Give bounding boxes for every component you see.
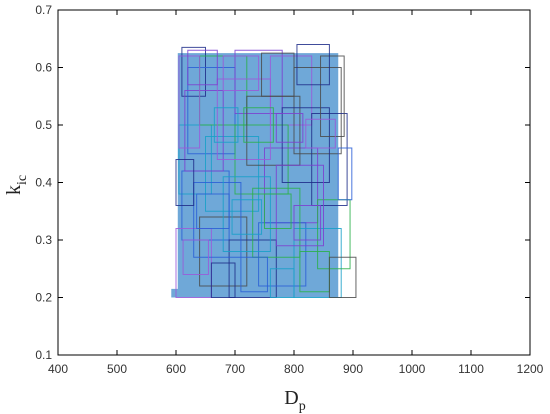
region-box <box>258 222 307 287</box>
region-box <box>193 182 242 258</box>
region-box <box>196 193 230 229</box>
y-tick-label: 0.5 <box>35 118 52 132</box>
y-tick-label: 0.1 <box>35 348 52 362</box>
region-box <box>275 113 304 143</box>
feasible-region <box>171 53 339 298</box>
region-box <box>222 176 271 252</box>
x-tick-label: 500 <box>107 362 127 376</box>
x-tick-label: 1200 <box>517 362 544 376</box>
x-tick-label: 1100 <box>458 362 484 376</box>
region-box <box>216 78 271 160</box>
region-box <box>178 55 201 149</box>
x-tick-label: 400 <box>48 362 68 376</box>
region-box <box>222 55 260 91</box>
x-axis-label: Dp <box>284 387 305 414</box>
plot-area <box>171 44 357 298</box>
region-box <box>317 199 351 270</box>
x-tick-label: 900 <box>343 362 363 376</box>
region-box <box>240 256 268 293</box>
y-axis-label: kic <box>3 175 30 195</box>
y-tick-label: 0.2 <box>35 291 52 305</box>
region-box <box>293 205 322 241</box>
x-tick-label: 800 <box>284 362 304 376</box>
axes: 400 500 600 700 800 900 1000 1100 1200 0.1 0.2 0.3 0… <box>35 3 543 376</box>
region-box <box>275 164 324 247</box>
region-box <box>264 193 292 229</box>
region-box <box>187 49 218 86</box>
region-box <box>269 268 295 298</box>
region-box <box>261 52 295 97</box>
region-box <box>182 239 209 275</box>
y-tick-label: 0.7 <box>35 3 52 17</box>
y-tick-label: 0.4 <box>35 176 52 190</box>
region-box <box>181 46 206 97</box>
region-box <box>231 199 263 235</box>
region-box <box>320 55 345 137</box>
y-tick-label: 0.6 <box>35 61 52 75</box>
y-tick-label: 0.3 <box>35 233 52 247</box>
region-box <box>213 107 239 143</box>
x-tick-label: 600 <box>166 362 186 376</box>
region-box <box>337 147 353 201</box>
region-box <box>281 107 330 183</box>
region-box <box>305 118 336 149</box>
region-box <box>234 49 283 114</box>
region-box <box>184 90 224 172</box>
region-box <box>296 44 330 86</box>
region-box <box>243 107 274 143</box>
region-box <box>210 262 236 298</box>
region-box <box>328 256 357 298</box>
region-box <box>175 159 195 206</box>
x-tick-label: 700 <box>225 362 245 376</box>
x-tick-label: 1000 <box>399 362 426 376</box>
